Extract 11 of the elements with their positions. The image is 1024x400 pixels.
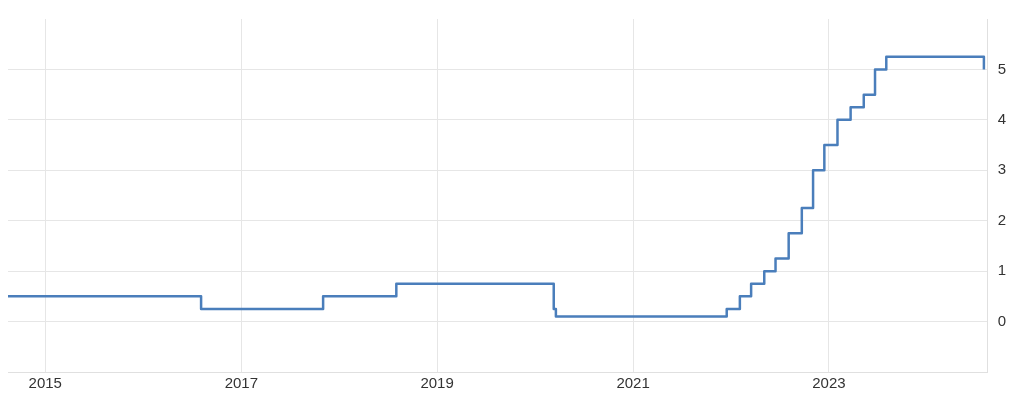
x-tick-label: 2015 (28, 374, 62, 392)
y-tick-label: 2 (997, 210, 1006, 228)
y-tick-label: 0 (997, 311, 1006, 329)
x-tick-label: 2017 (224, 374, 258, 392)
x-tick-label: 2023 (812, 374, 846, 392)
x-tick-label: 2019 (420, 374, 454, 392)
y-tick-label: 5 (997, 59, 1006, 77)
x-tick-label: 2021 (616, 374, 650, 392)
y-tick-label: 4 (997, 110, 1006, 127)
y-tick-label: 3 (997, 160, 1006, 178)
y-tick-label: 1 (997, 261, 1006, 279)
